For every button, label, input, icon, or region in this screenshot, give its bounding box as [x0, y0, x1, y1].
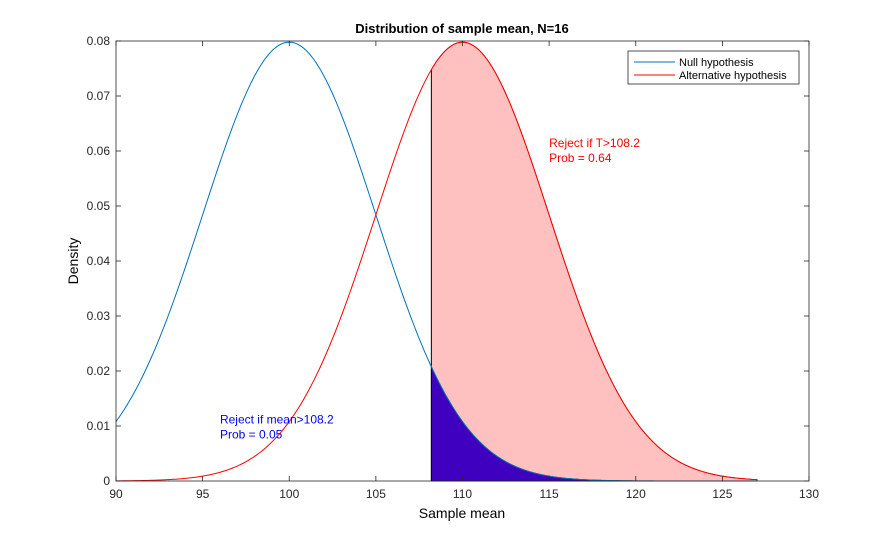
- y-tick-label: 0.03: [87, 309, 111, 323]
- x-tick-label: 100: [279, 487, 299, 501]
- x-tick-label: 90: [109, 487, 123, 501]
- x-axis-label: Sample mean: [419, 505, 505, 521]
- legend-label-alternative: Alternative hypothesis: [679, 70, 787, 82]
- y-tick-label: 0.08: [87, 34, 111, 48]
- y-tick-label: 0.06: [87, 144, 111, 158]
- x-tick-label: 120: [626, 487, 646, 501]
- x-axis: 90 95 100 105 110 115 120 125 130: [109, 41, 819, 501]
- annotation-alternative-line-2: Prob = 0.64: [549, 151, 612, 165]
- x-tick-label: 125: [712, 487, 732, 501]
- y-tick-label: 0.05: [87, 199, 111, 213]
- x-tick-label: 110: [453, 487, 472, 501]
- y-tick-label: 0.04: [87, 254, 111, 268]
- y-axis-label: Density: [65, 238, 81, 285]
- y-tick-label: 0.02: [87, 364, 111, 378]
- annotation-null-line-1: Reject if mean>108.2: [220, 412, 334, 426]
- chart-title: Distribution of sample mean, N=16: [355, 21, 568, 36]
- x-tick-label: 105: [366, 487, 386, 501]
- y-tick-label: 0.01: [87, 419, 111, 433]
- fill-layer: [430, 41, 758, 482]
- y-tick-label: 0.07: [87, 89, 111, 103]
- legend: Null hypothesis Alternative hypothesis: [627, 50, 800, 85]
- annotation-null-line-2: Prob = 0.05: [220, 427, 283, 441]
- legend-label-null: Null hypothesis: [679, 57, 754, 69]
- shaded-region-alternative: [430, 41, 758, 482]
- y-tick-label: 0: [103, 474, 110, 488]
- x-tick-label: 95: [196, 487, 210, 501]
- legend-box: [627, 50, 800, 85]
- annotation-alternative-line-1: Reject if T>108.2: [549, 136, 640, 150]
- curve-alternative: [115, 41, 758, 482]
- x-tick-label: 115: [540, 487, 559, 501]
- y-axis: 0 0.01 0.02 0.03 0.04 0.05 0.06 0.07 0.08: [87, 34, 809, 488]
- x-tick-label: 130: [799, 487, 819, 501]
